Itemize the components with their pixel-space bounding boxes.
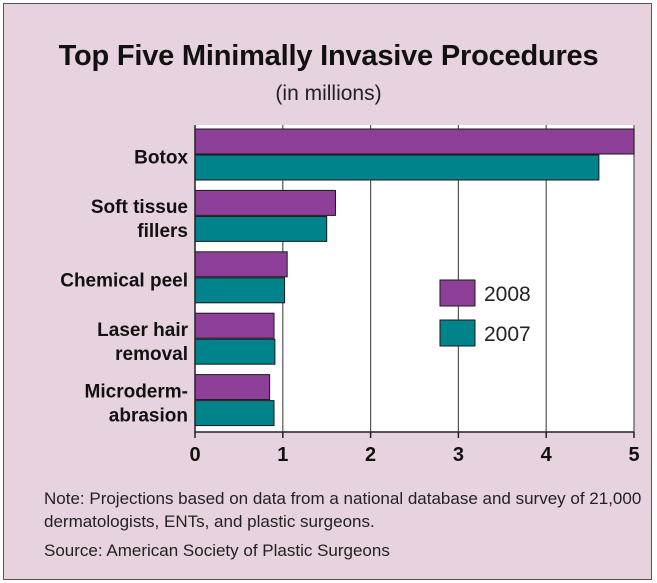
x-tick-label: 3 bbox=[453, 444, 464, 466]
x-tick-label: 4 bbox=[541, 444, 553, 466]
bar-2008-3 bbox=[194, 312, 275, 339]
category-label: Chemical peel bbox=[60, 271, 188, 292]
legend-swatch-2008 bbox=[439, 279, 476, 307]
bar-2007-4 bbox=[194, 400, 275, 427]
legend-label-2007: 2007 bbox=[484, 323, 531, 346]
bar-2007-2 bbox=[194, 277, 286, 304]
category-label: Botox bbox=[134, 148, 188, 169]
x-tick-label: 5 bbox=[628, 444, 639, 466]
category-label: Laser hair bbox=[97, 320, 188, 341]
x-tick-label: 2 bbox=[365, 444, 376, 466]
bar-chart: 0 1 2 3 4 5 Botox Soft tissue fillers Chemical pe… bbox=[60, 125, 640, 466]
chart-title: Top Five Minimally Invasive Procedures bbox=[58, 40, 599, 72]
category-label: Soft tissue bbox=[91, 197, 188, 218]
chart-note: Note: Projections based on data from a n… bbox=[44, 489, 642, 531]
bar-2008-0 bbox=[194, 128, 635, 155]
category-label: fillers bbox=[137, 221, 188, 242]
legend-swatch-2007 bbox=[439, 319, 476, 347]
bar-2007-3 bbox=[194, 338, 276, 365]
chart-subtitle: (in millions) bbox=[275, 82, 382, 105]
category-label: abrasion bbox=[109, 405, 188, 426]
x-tick-label: 1 bbox=[277, 444, 288, 466]
bar-2008-1 bbox=[194, 189, 336, 216]
legend-label-2008: 2008 bbox=[484, 283, 531, 306]
bar-2008-2 bbox=[194, 251, 288, 278]
bar-2007-0 bbox=[194, 154, 600, 181]
chart-source: Source: American Society of Plastic Surg… bbox=[44, 541, 390, 560]
x-tick-label: 0 bbox=[189, 444, 200, 466]
bar-2008-4 bbox=[194, 374, 271, 401]
category-label: Microderm- bbox=[85, 381, 188, 402]
bar-2007-1 bbox=[194, 215, 328, 242]
category-label: removal bbox=[115, 344, 188, 365]
